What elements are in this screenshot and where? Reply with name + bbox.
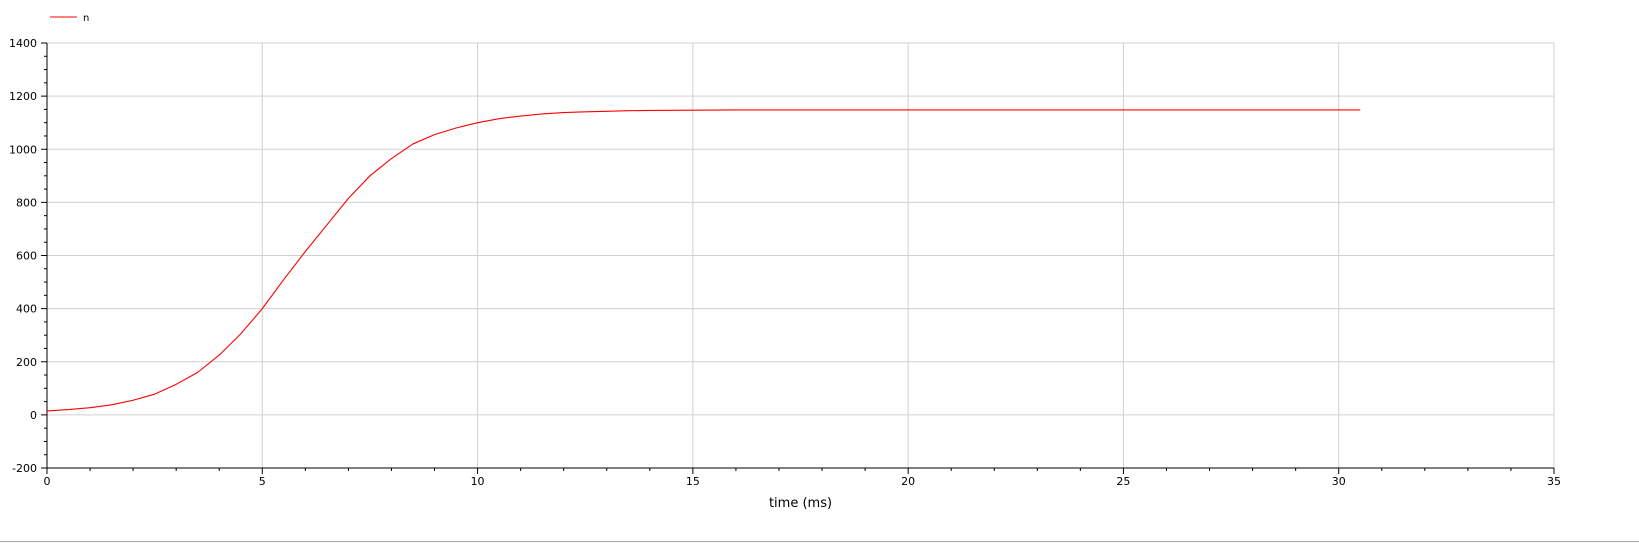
- x-tick-label: 15: [686, 475, 700, 488]
- axes: -200 0 200 400 600 800 1000 1200 1400 0 5 10 15 20 25 3…: [9, 37, 1561, 488]
- x-tick-label: 35: [1547, 475, 1561, 488]
- divider: [0, 541, 1639, 542]
- y-tick-label: 600: [16, 250, 37, 263]
- x-tick-label: 5: [259, 475, 266, 488]
- series-layer: [46, 109, 1361, 412]
- x-tick-label: 0: [44, 475, 51, 488]
- legend-label: n: [83, 13, 89, 24]
- y-tick-label: 400: [16, 303, 37, 316]
- legend: n: [50, 13, 89, 24]
- x-tick-label: 10: [471, 475, 485, 488]
- y-tick-label: 0: [30, 409, 37, 422]
- x-tick-label: 25: [1116, 475, 1130, 488]
- x-axis-title: time (ms): [769, 496, 832, 511]
- y-tick-label: 1000: [9, 143, 37, 156]
- y-tick-label: -200: [12, 462, 37, 475]
- y-tick-label: 800: [16, 196, 37, 209]
- y-tick-label: 1200: [9, 90, 37, 103]
- grid: [46, 42, 1555, 469]
- series-line-n: [46, 109, 1361, 412]
- y-tick-label: 1400: [9, 37, 37, 50]
- x-tick-label: 20: [901, 475, 915, 488]
- x-tick-label: 30: [1332, 475, 1346, 488]
- y-tick-label: 200: [16, 356, 37, 369]
